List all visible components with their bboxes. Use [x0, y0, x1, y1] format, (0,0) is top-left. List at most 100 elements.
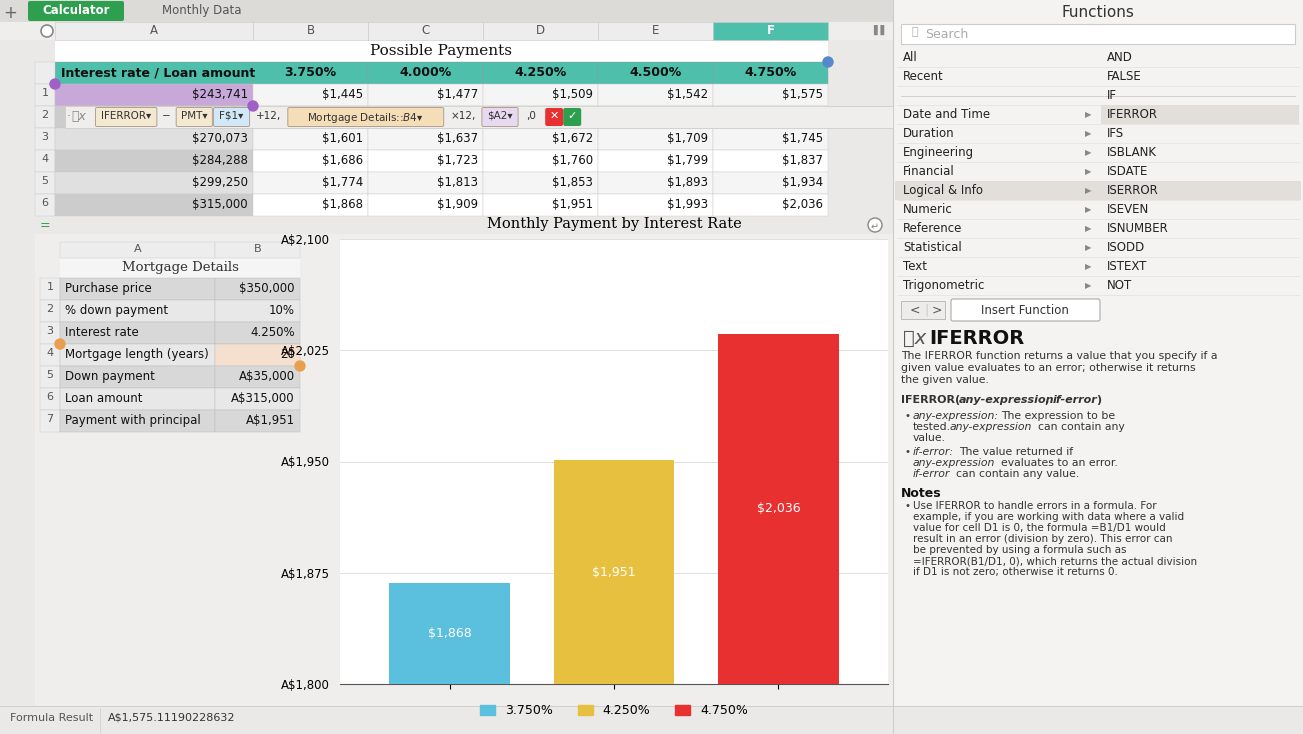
Text: Interest rate / Loan amount: Interest rate / Loan amount	[61, 66, 255, 79]
Text: Reference: Reference	[903, 222, 963, 235]
Text: IFERROR: IFERROR	[1108, 108, 1158, 121]
Text: if-error: if-error	[913, 469, 950, 479]
Bar	[483, 194, 598, 216]
Bar	[60, 278, 215, 300]
Bar	[35, 172, 55, 194]
Text: =IFERROR(B1/D1, 0), which returns the actual division: =IFERROR(B1/D1, 0), which returns the ac…	[913, 556, 1197, 566]
Text: IFS: IFS	[1108, 127, 1124, 140]
Text: the given value.: the given value.	[900, 375, 989, 385]
Circle shape	[868, 218, 882, 232]
Text: Engineering: Engineering	[903, 146, 975, 159]
Text: evaluates to an error.: evaluates to an error.	[1001, 458, 1118, 468]
Text: D: D	[536, 24, 545, 37]
Text: Text: Text	[903, 260, 926, 273]
Text: IFERROR▾: IFERROR▾	[102, 111, 151, 121]
Bar	[0, 22, 1303, 40]
Bar	[713, 194, 827, 216]
Circle shape	[55, 339, 65, 349]
Text: Trigonometric: Trigonometric	[903, 279, 984, 292]
Bar	[40, 388, 60, 410]
Text: $284,288: $284,288	[192, 154, 248, 167]
Legend: 3.750%, 4.250%, 4.750%: 3.750%, 4.250%, 4.750%	[474, 700, 753, 722]
Bar	[713, 106, 827, 128]
Bar	[55, 22, 253, 40]
Text: ,0: ,0	[526, 111, 536, 121]
Text: can contain any: can contain any	[1038, 422, 1124, 432]
Text: $1,745: $1,745	[782, 132, 823, 145]
Text: $1,601: $1,601	[322, 132, 364, 145]
Text: $1,868: $1,868	[322, 198, 364, 211]
Text: •: •	[906, 501, 911, 511]
Text: $1,951: $1,951	[552, 198, 593, 211]
Bar	[55, 40, 827, 62]
Text: ISNUMBER: ISNUMBER	[1108, 222, 1169, 235]
Text: Use IFERROR to handle errors in a formula. For: Use IFERROR to handle errors in a formul…	[913, 501, 1157, 511]
Text: $1,799: $1,799	[667, 154, 708, 167]
Text: 4.500%: 4.500%	[629, 66, 681, 79]
Circle shape	[50, 79, 60, 89]
Bar	[215, 366, 300, 388]
Text: ISBLANK: ISBLANK	[1108, 146, 1157, 159]
Bar	[65, 106, 893, 128]
Text: ▶: ▶	[1085, 281, 1091, 290]
Text: ↵: ↵	[870, 222, 880, 232]
Text: given value evaluates to an error; otherwise it returns: given value evaluates to an error; other…	[900, 363, 1196, 373]
Text: Financial: Financial	[903, 165, 955, 178]
Text: $1,868: $1,868	[427, 627, 472, 640]
Bar	[55, 62, 253, 84]
Text: $1,509: $1,509	[552, 88, 593, 101]
Text: $350,000: $350,000	[240, 282, 294, 295]
Bar	[253, 150, 367, 172]
Text: any-expression:: any-expression:	[913, 411, 999, 421]
Text: C: C	[421, 24, 430, 37]
Text: 𝑓x: 𝑓x	[903, 329, 926, 348]
Text: 2: 2	[47, 304, 53, 314]
Text: 6: 6	[42, 198, 48, 208]
Bar	[35, 106, 55, 128]
Bar	[35, 84, 55, 106]
Text: % down payment: % down payment	[65, 304, 168, 317]
Text: 5: 5	[42, 176, 48, 186]
Text: $1,686: $1,686	[322, 154, 364, 167]
Text: example, if you are working with data where a valid: example, if you are working with data wh…	[913, 512, 1184, 522]
Bar	[35, 128, 55, 150]
Text: A$35,000: A$35,000	[238, 370, 294, 383]
Text: ×12,: ×12,	[450, 111, 476, 121]
Text: 4.750%: 4.750%	[744, 66, 796, 79]
Bar	[60, 366, 215, 388]
Text: =: =	[40, 219, 51, 232]
Text: ▶: ▶	[1085, 110, 1091, 119]
Text: Payment with principal: Payment with principal	[65, 414, 201, 427]
Text: F$1▾: F$1▾	[219, 111, 244, 121]
Text: $2,036: $2,036	[782, 198, 823, 211]
Text: IFERROR(: IFERROR(	[900, 395, 960, 405]
Bar	[1101, 105, 1299, 124]
Text: A$315,000: A$315,000	[232, 392, 294, 405]
Text: The IFERROR function returns a value that you specify if a: The IFERROR function returns a value tha…	[900, 351, 1217, 361]
Text: •: •	[906, 447, 911, 457]
Bar	[35, 234, 893, 734]
Text: ✕: ✕	[550, 111, 559, 121]
Text: 4: 4	[47, 348, 53, 358]
Text: 4: 4	[42, 154, 48, 164]
Text: Insert Function: Insert Function	[981, 304, 1068, 317]
Circle shape	[823, 57, 833, 67]
Text: $1,909: $1,909	[437, 198, 478, 211]
Text: 1: 1	[47, 282, 53, 292]
Text: E: E	[652, 24, 659, 37]
Bar	[893, 0, 1303, 734]
Bar	[598, 84, 713, 106]
Bar	[215, 388, 300, 410]
Text: any-expression: any-expression	[950, 422, 1032, 432]
Text: ISODD: ISODD	[1108, 241, 1145, 254]
Bar	[60, 344, 215, 366]
FancyBboxPatch shape	[482, 107, 519, 126]
Bar	[55, 128, 253, 150]
Text: Formula Result: Formula Result	[10, 713, 93, 723]
Bar	[483, 106, 598, 128]
Text: $1,813: $1,813	[437, 176, 478, 189]
Bar	[367, 106, 483, 128]
Text: result in an error (division by zero). This error can: result in an error (division by zero). T…	[913, 534, 1173, 544]
Bar	[40, 344, 60, 366]
Bar	[483, 128, 598, 150]
